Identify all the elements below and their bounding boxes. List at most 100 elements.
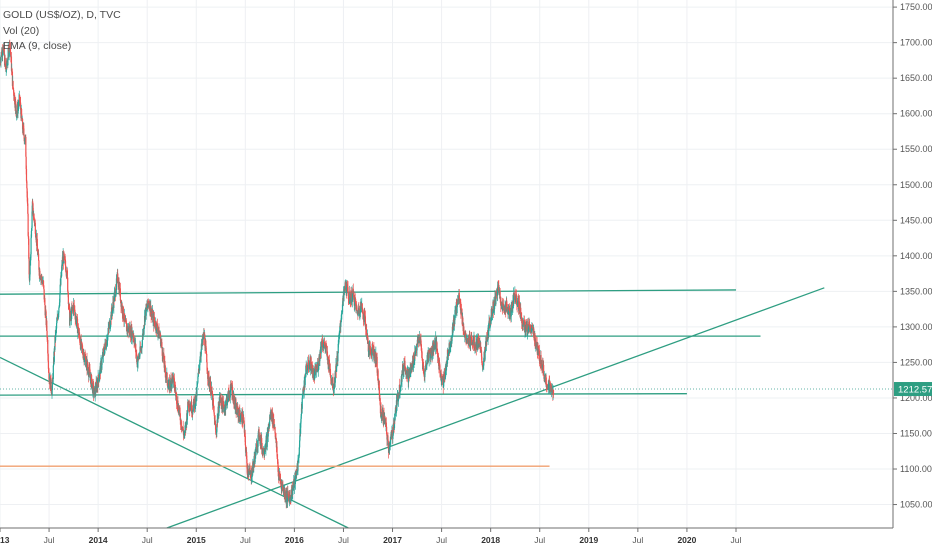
candle-body [46,330,48,339]
candle-body [463,326,465,334]
candle-body [147,299,149,305]
candle-body [458,295,460,301]
candle-body [145,304,147,316]
candle-body [34,222,36,234]
candle-body [383,411,385,422]
candle-body [387,435,389,441]
candle-body [301,393,304,398]
candle-body [545,377,547,385]
trendline-support-1205[interactable] [0,393,687,396]
candle-body [4,64,7,67]
candle-body [410,368,412,372]
candle-body [102,348,104,357]
candle-body [32,201,34,204]
y-tick-label: 1050.00 [900,500,932,510]
candle-body [339,325,341,331]
candle-body [462,317,464,326]
candle-body [87,369,89,375]
candle-body [353,292,355,303]
candle-body [297,459,299,471]
candle-body [4,57,6,65]
candle-body [480,346,482,350]
legend-volume[interactable]: Vol (20) [3,24,40,37]
candle-body [202,338,204,343]
candle-body [155,322,157,330]
candle-body [266,433,268,447]
candle-body [58,307,60,313]
candle-body [519,308,521,311]
candle-body [25,156,27,170]
candle-body [367,341,369,352]
candle-body [78,332,81,337]
candle-body [42,280,45,286]
candle-body [307,362,309,369]
candle-body [31,211,33,229]
candle-body [464,333,466,337]
candle-body [203,332,205,339]
legend-symbol[interactable]: GOLD (US$/OZ), D, TVC [3,9,121,21]
candle-body [349,292,351,303]
candle-body [144,311,146,322]
candle-body [274,426,276,434]
candle-body [254,450,256,463]
x-tick-label: Jul [240,535,251,545]
candle-body [129,328,131,336]
candle-body [504,305,506,312]
candle-body [357,311,359,316]
y-tick-label: 1450.00 [900,215,932,225]
legend-ema[interactable]: EMA (9, close) [3,40,72,52]
candle-body [31,201,33,212]
candle-body [73,304,75,310]
candles [0,39,555,509]
candle-body [15,103,17,111]
candle-body [456,304,458,308]
candle-body [161,342,163,349]
candle-body [173,378,175,389]
x-tick-label: Jul [44,535,55,545]
candle-body [277,461,279,472]
candle-body [481,356,483,363]
candle-body [211,387,213,394]
candle-body [514,291,516,303]
candle-body [427,350,430,359]
candle-body [509,311,511,317]
candle-body [36,238,38,248]
candle-body [69,317,71,326]
candle-body [11,69,13,72]
candle-body [326,351,329,357]
candle-body [55,323,58,329]
candle-body [231,386,234,399]
candle-body [196,387,198,397]
candle-body [163,353,165,364]
x-tick-label: Jul [534,535,545,545]
candle-body [285,495,288,503]
candle-body [477,336,480,344]
candle-body [337,343,339,354]
candle-body [232,395,234,400]
y-tick-label: 1400.00 [900,251,932,261]
candle-body [304,377,306,385]
candle-body [206,353,208,363]
trendline-ascending-line[interactable] [166,287,825,529]
candle-body [50,378,52,390]
candle-body [337,353,339,362]
candle-body [347,293,349,300]
candle-body [515,296,517,302]
candle-body [307,359,310,368]
candle-body [340,322,342,327]
x-tick-label: 2018 [481,535,500,545]
candle-body [93,393,95,395]
candle-body [287,493,290,497]
candle-body [404,360,406,369]
grid [0,0,893,528]
trendline-resistance-1350[interactable] [0,289,736,295]
chart-legend: GOLD (US$/OZ), D, TVC Vol (20) EMA (9, c… [3,8,121,55]
candle-body [189,407,191,410]
candle-body [76,319,79,334]
candle-body [317,363,319,372]
candle-body [84,355,86,360]
candle-body [294,472,296,485]
candle-body [26,181,28,189]
candle-body [154,321,156,323]
